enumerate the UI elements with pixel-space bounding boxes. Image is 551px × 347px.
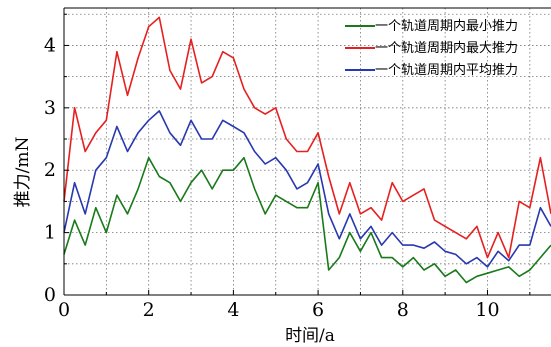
x-tick-label: 0 [58,299,70,321]
y-tick-label: 1 [44,222,56,244]
x-axis-label: 时间/a [285,326,335,346]
legend-label-1: 一个轨道周期内最小推力 [375,18,518,34]
x-tick-label: 2 [143,299,155,321]
x-tick-label: 6 [312,299,324,321]
y-tick-label: 3 [44,97,56,119]
legend-label-3: 一个轨道周期内平均推力 [375,62,518,78]
x-tick-label: 8 [397,299,409,321]
series-line-1 [63,156,551,284]
legend-label-2: 一个轨道周期内最大推力 [375,40,518,56]
y-tick-label: 2 [44,159,56,181]
axes [63,7,551,296]
series-line-2 [63,16,551,259]
x-tick-label: 4 [227,299,239,321]
series-line-3 [63,110,551,268]
y-tick-label: 0 [44,284,56,306]
tick-labels: 0 1 2 3 4 0 2 4 6 8 10 [44,34,500,321]
y-axis-label: 推力/mN [13,137,33,208]
x-tick-label: 10 [475,299,499,321]
y-tick-label: 4 [44,34,56,56]
series-group [63,16,551,284]
